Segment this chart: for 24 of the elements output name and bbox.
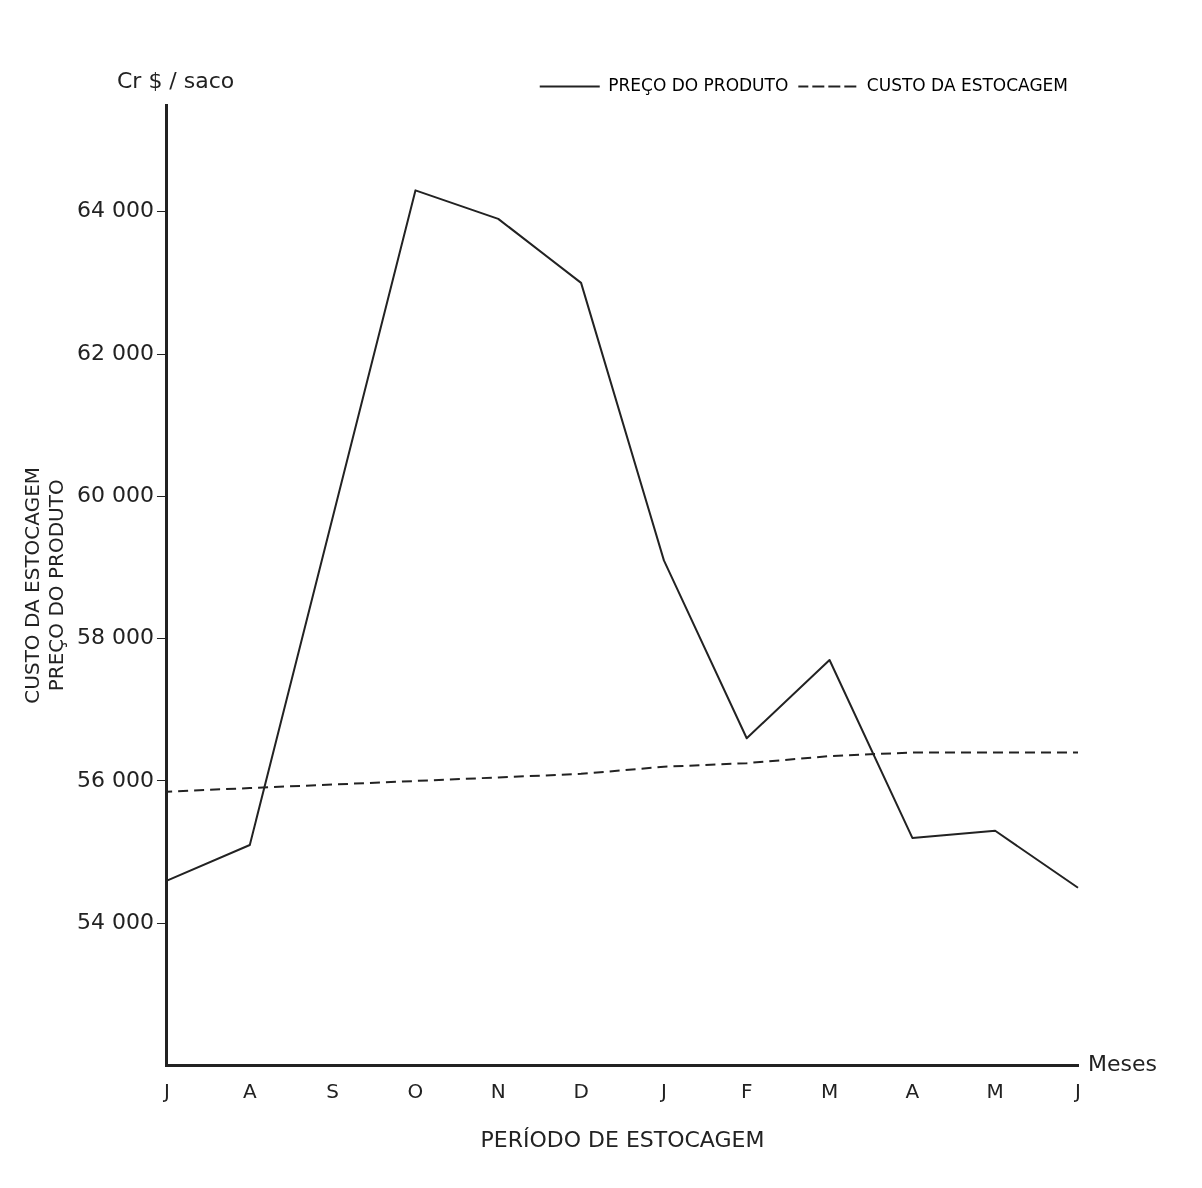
x-tick-label: M [820, 1078, 839, 1103]
y-tick-label: 54 000 [76, 909, 154, 935]
text: Meses [1088, 1051, 1157, 1077]
y-tick-label: 64 000 [76, 197, 154, 223]
x-tick-label: J [1073, 1078, 1081, 1103]
legend-label: PREÇO DO PRODUTO [608, 74, 789, 95]
x-tick-label: J [658, 1078, 667, 1103]
y-tick-label: 60 000 [76, 482, 154, 508]
x-axis-title: PERÍODO DE ESTOCAGEM [480, 1126, 765, 1152]
y-tick-label: 62 000 [76, 339, 154, 365]
legend-label: CUSTO DA ESTOCAGEM [866, 74, 1069, 95]
y-tick-label: 58 000 [76, 624, 154, 650]
x-tick-label: N [490, 1078, 506, 1103]
x-tick-label: F [740, 1078, 753, 1103]
x-tick-label: J [162, 1078, 170, 1103]
x-tick-label: A [905, 1078, 920, 1103]
y-axis-title: CUSTO DA ESTOCAGEM PREÇO DO PRODUTO [20, 466, 69, 704]
x-tick-label: O [407, 1078, 424, 1103]
x-tick-label: D [573, 1078, 589, 1103]
y-tick-label: 56 000 [76, 766, 154, 792]
x-tick-label: M [986, 1078, 1004, 1103]
x-tick-label: A [242, 1078, 257, 1103]
x-tick-label: S [326, 1078, 339, 1103]
text: Cr $ / saco [116, 67, 235, 93]
